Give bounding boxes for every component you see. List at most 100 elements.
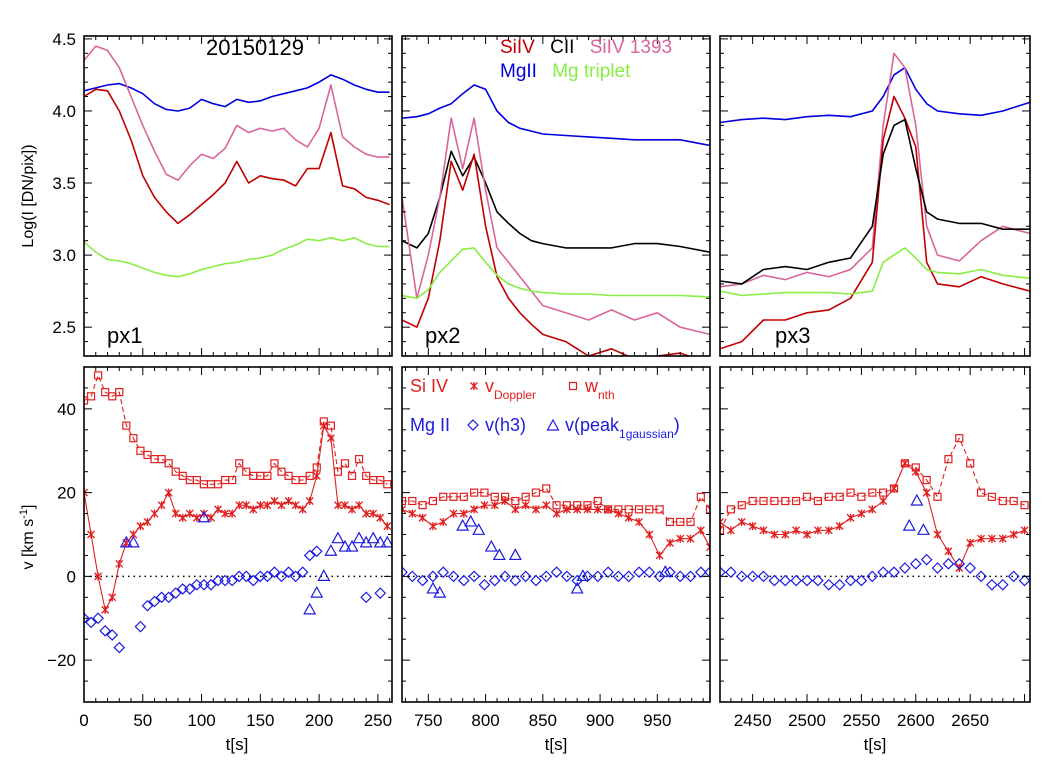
marker-vh3 — [162, 591, 175, 604]
y-tick-label: 3.0 — [52, 246, 76, 265]
series-siiv — [84, 88, 390, 225]
marker-vdoppler — [178, 513, 187, 522]
marker-vh3 — [953, 557, 966, 570]
xlabel-px3: t[s] — [864, 735, 887, 754]
marker-wnth — [129, 434, 138, 443]
marker-vh3 — [694, 566, 707, 579]
marker-vh3 — [92, 612, 104, 625]
marker-vdoppler — [242, 501, 251, 510]
marker-wnth — [298, 475, 307, 485]
legend-triangle-icon — [546, 418, 560, 431]
marker-wnth — [459, 492, 468, 501]
x-tick-label: 2650 — [951, 711, 989, 730]
marker-wnth — [802, 492, 812, 501]
marker-wnth — [354, 455, 364, 464]
marker-vh3 — [602, 566, 614, 579]
marker-vh3 — [664, 566, 676, 579]
marker-wnth — [270, 459, 279, 468]
marker-vh3 — [550, 566, 563, 579]
series-siiv — [720, 95, 1030, 350]
x-tick-label: 2500 — [788, 711, 826, 730]
marker-vh3 — [468, 570, 480, 583]
marker-vh3 — [909, 557, 922, 570]
marker-vh3 — [942, 557, 955, 570]
marker-vh3 — [478, 578, 491, 591]
y-tick-label: 4.5 — [52, 30, 76, 49]
marker-vpeak — [464, 514, 478, 527]
marker-vh3 — [633, 566, 645, 579]
marker-wnth — [449, 492, 458, 501]
marker-vh3 — [1007, 570, 1020, 583]
marker-vdoppler — [521, 501, 530, 510]
marker-vh3 — [674, 570, 687, 583]
plot-frame — [83, 366, 393, 703]
marker-wnth — [94, 371, 103, 380]
marker-vh3 — [725, 566, 737, 579]
series-cii — [720, 118, 1030, 285]
marker-vh3 — [499, 570, 511, 583]
marker-vh3 — [735, 570, 748, 583]
marker-wnth — [531, 488, 541, 497]
panel-top-px3 — [719, 35, 1031, 357]
marker-vh3 — [310, 545, 323, 558]
legend-vdoppler: vDoppler — [485, 376, 536, 402]
marker-vdoppler — [645, 530, 654, 539]
series-w-nth — [720, 437, 1025, 531]
legend-siiv1393: SiIV 1393 — [590, 37, 672, 58]
legend-vpeak: v(peak1gaussian) — [565, 415, 680, 441]
xlabel-px1: t[s] — [226, 735, 249, 754]
marker-wnth — [542, 484, 551, 493]
marker-vdoppler — [573, 505, 582, 514]
marker-vdoppler — [944, 547, 953, 556]
marker-vdoppler — [150, 509, 159, 518]
marker-vdoppler — [270, 497, 279, 505]
marker-wnth — [263, 471, 272, 480]
plot-layer: 2.5 3.0 3.5 4.0 4.5 0 50 100 150 200 250 −20 0 20 40 75… — [47, 30, 1031, 730]
marker-vdoppler — [263, 501, 272, 510]
marker-vpeak — [433, 585, 447, 598]
marker-vdoppler — [221, 509, 230, 518]
marker-wnth — [705, 505, 710, 514]
marker-vh3 — [812, 574, 824, 587]
plot-frame — [401, 35, 711, 357]
marker-wnth — [792, 496, 801, 506]
marker-vdoppler — [977, 534, 986, 543]
marker-vdoppler — [835, 522, 844, 531]
marker-vh3 — [226, 574, 238, 587]
marker-wnth — [824, 492, 833, 501]
marker-vpeak — [126, 535, 140, 548]
marker-vh3 — [779, 574, 792, 587]
marker-vh3 — [402, 566, 408, 579]
marker-vh3 — [622, 570, 635, 583]
marker-vh3 — [457, 574, 470, 587]
marker-wnth — [857, 492, 866, 501]
marker-vdoppler — [583, 505, 592, 514]
legend-top-row1: SiIV CII SiIV 1393 — [500, 37, 672, 58]
marker-vdoppler — [256, 501, 265, 510]
marker-vh3 — [1018, 574, 1030, 587]
y-tick-label: 20 — [57, 484, 76, 503]
marker-vh3 — [612, 570, 625, 583]
marker-vh3 — [920, 553, 933, 566]
marker-vpeak — [426, 581, 440, 594]
marker-vdoppler — [480, 501, 489, 510]
marker-vpeak — [324, 544, 338, 556]
legend-mgtriplet: Mg triplet — [552, 61, 631, 82]
legend-asterisk-icon — [470, 382, 478, 390]
x-tick-label: 100 — [187, 711, 215, 730]
series-w-nth — [402, 487, 710, 523]
marker-wnth — [686, 517, 695, 527]
marker-vh3 — [406, 570, 419, 583]
marker-vdoppler — [101, 605, 110, 614]
marker-wnth — [171, 467, 180, 476]
marker-vh3 — [169, 587, 182, 599]
legend-square-icon — [568, 381, 578, 391]
marker-vdoppler — [291, 501, 300, 510]
panel-bottom-px1: 0 50 100 150 200 250 −20 0 20 40 — [47, 366, 393, 730]
legend-wnth-marker — [568, 381, 578, 391]
series-mg-triplet — [84, 237, 390, 278]
bottom-ylabel: v [km s-1] — [18, 505, 37, 570]
legend-cii: CII — [550, 37, 574, 58]
marker-vh3 — [768, 574, 781, 587]
panel-bottom-px2: 750 800 850 900 950 — [401, 366, 711, 730]
